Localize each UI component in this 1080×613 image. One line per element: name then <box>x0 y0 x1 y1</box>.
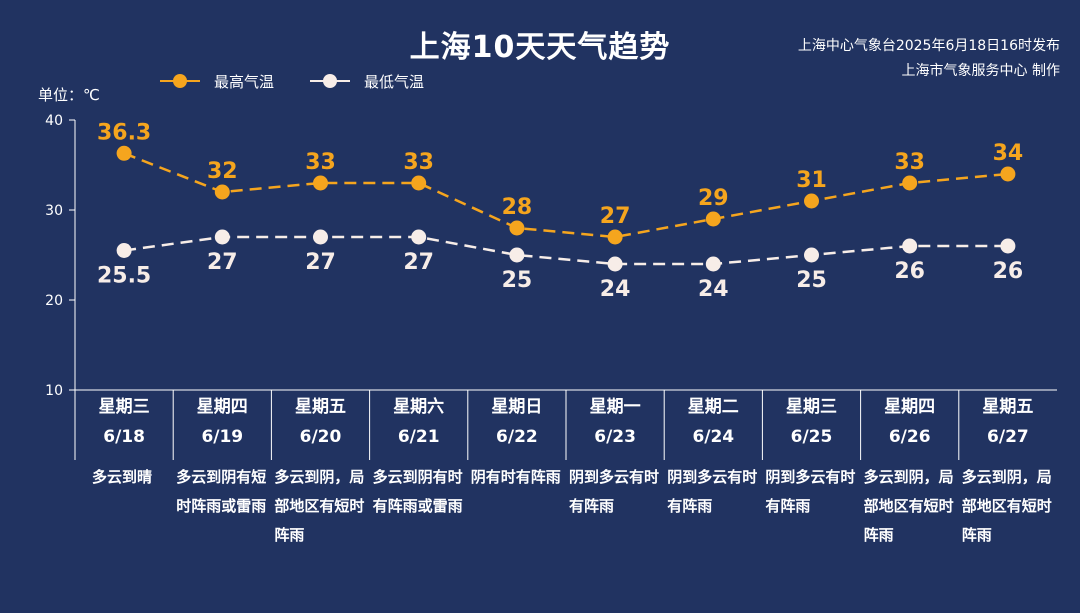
weather-description: 阴有时有阵雨 <box>470 468 561 486</box>
data-point-high <box>607 229 623 245</box>
data-point-low <box>902 238 918 254</box>
data-label-low: 24 <box>698 277 729 302</box>
data-point-low <box>509 247 525 263</box>
data-label-high: 34 <box>993 141 1024 166</box>
date-label: 6/26 <box>888 427 931 447</box>
legend-label-low: 最低气温 <box>364 72 425 91</box>
legend-swatch-high <box>160 71 200 91</box>
y-tick-label: 10 <box>45 383 63 399</box>
date-label: 6/27 <box>987 427 1029 447</box>
data-point-low <box>411 229 427 245</box>
weekday-label: 星期三 <box>786 397 837 417</box>
data-label-low: 25 <box>796 268 827 293</box>
day-header: 星期六 6/21 <box>370 392 468 452</box>
data-label-low: 25 <box>502 268 533 293</box>
weekday-label: 星期五 <box>295 397 346 417</box>
date-label: 6/19 <box>201 427 244 447</box>
date-label: 6/25 <box>790 427 833 447</box>
data-label-high: 33 <box>403 150 434 175</box>
data-point-high <box>902 175 918 191</box>
day-header: 星期三 6/25 <box>763 392 861 452</box>
data-label-low: 27 <box>207 250 238 275</box>
data-label-low: 25.5 <box>97 264 151 289</box>
weekday-label: 星期一 <box>589 397 641 417</box>
weekday-label: 星期三 <box>98 397 150 417</box>
publisher-info: 上海中心气象台2025年6月18日16时发布 上海市气象服务中心 制作 <box>798 34 1060 84</box>
weather-description: 多云到阴，局部地区有短时阵雨 <box>863 468 954 544</box>
y-tick-label: 30 <box>45 203 63 219</box>
weather-description: 多云到阴，局部地区有短时阵雨 <box>274 468 365 544</box>
data-label-low: 27 <box>403 250 434 275</box>
data-label-high: 29 <box>698 186 729 211</box>
date-label: 6/18 <box>103 427 145 447</box>
weekday-label: 星期六 <box>393 397 445 417</box>
data-point-high <box>116 145 132 161</box>
page-title: 上海10天天气趋势 <box>409 30 671 65</box>
weather-description: 多云到晴 <box>92 468 153 486</box>
data-point-high <box>1000 166 1016 182</box>
date-label: 6/20 <box>299 427 342 447</box>
data-point-low <box>1000 238 1016 254</box>
legend-item-low: 最低气温 <box>310 70 424 92</box>
data-point-low <box>116 243 132 258</box>
publisher-line-1: 上海中心气象台2025年6月18日16时发布 <box>797 38 1060 54</box>
weather-description: 多云到阴，局部地区有短时阵雨 <box>961 468 1052 544</box>
data-point-low <box>214 229 230 245</box>
data-label-low: 27 <box>305 250 336 275</box>
data-point-low <box>705 256 721 272</box>
data-point-high <box>705 211 721 227</box>
unit-label: 单位：℃ <box>38 86 100 104</box>
data-point-high <box>313 175 328 191</box>
legend-swatch-low <box>310 71 350 91</box>
weekday-label: 星期二 <box>687 397 739 417</box>
data-point-low <box>804 247 819 263</box>
data-point-low <box>313 229 328 245</box>
day-header: 星期一 6/23 <box>566 392 664 452</box>
data-label-low: 26 <box>894 259 925 284</box>
data-label-low: 24 <box>600 277 631 302</box>
legend-item-high: 最高气温 <box>160 70 274 92</box>
weather-description: 阴到多云有时有阵雨 <box>765 468 856 515</box>
day-header: 星期三 6/18 <box>75 392 173 452</box>
data-label-high: 33 <box>894 150 925 175</box>
data-label-high: 36.3 <box>97 120 151 145</box>
data-point-high <box>804 193 819 209</box>
day-header: 星期四 6/19 <box>173 392 271 452</box>
weekday-label: 星期日 <box>491 397 543 417</box>
data-label-high: 27 <box>600 204 631 229</box>
date-label: 6/22 <box>496 427 538 447</box>
day-header: 星期日 6/22 <box>468 392 566 452</box>
day-header: 星期五 6/27 <box>959 392 1057 452</box>
data-label-high: 32 <box>207 159 238 184</box>
data-point-high <box>509 220 525 236</box>
weather-description: 阴到多云有时有阵雨 <box>569 468 660 515</box>
day-header: 星期四 6/26 <box>861 392 959 452</box>
weekday-label: 星期五 <box>982 397 1034 417</box>
data-point-high <box>214 184 230 200</box>
series-line-high <box>123 152 1009 239</box>
weather-description: 多云到阴有短时阵雨或雷雨 <box>176 468 267 515</box>
legend-label-high: 最高气温 <box>214 72 275 91</box>
data-point-low <box>607 256 623 272</box>
date-label: 6/24 <box>692 427 735 447</box>
data-label-high: 31 <box>796 168 827 193</box>
date-label: 6/21 <box>397 427 440 447</box>
data-label-high: 33 <box>305 150 336 175</box>
publisher-line-2: 上海市气象服务中心 制作 <box>901 63 1060 79</box>
data-label-high: 28 <box>502 195 533 220</box>
weather-description: 阴到多云有时有阵雨 <box>667 468 758 515</box>
y-tick-label: 40 <box>45 113 63 129</box>
data-label-low: 26 <box>993 259 1024 284</box>
day-header: 星期二 6/24 <box>664 392 762 452</box>
y-tick-label: 20 <box>45 293 63 309</box>
data-point-high <box>411 175 427 191</box>
series-line-low <box>123 235 1008 266</box>
date-label: 6/23 <box>594 427 636 447</box>
day-header: 星期五 6/20 <box>272 392 370 452</box>
weather-description: 多云到阴有时有阵雨或雷雨 <box>372 468 463 515</box>
weekday-label: 星期四 <box>196 397 248 417</box>
weekday-label: 星期四 <box>884 397 936 417</box>
